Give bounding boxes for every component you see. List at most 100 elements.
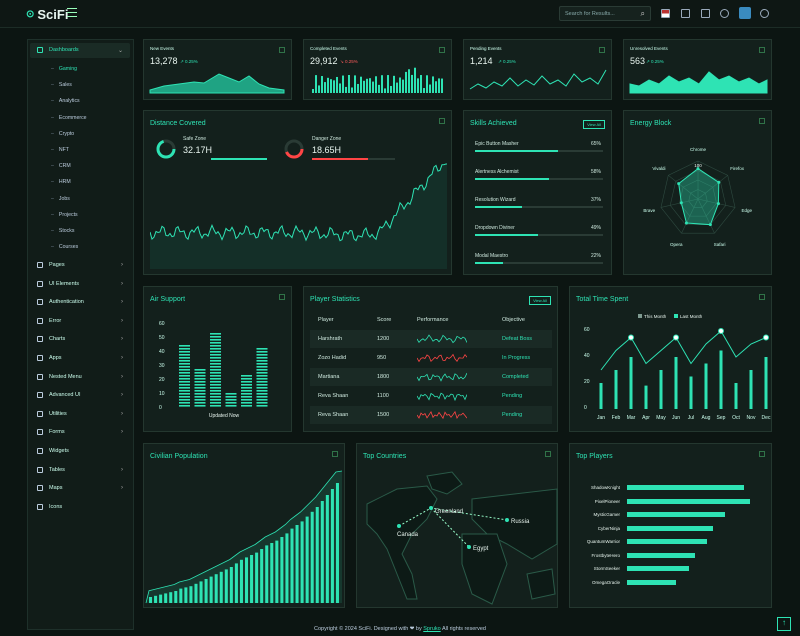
- menu-icon[interactable]: [279, 47, 285, 53]
- time-tick: 40: [584, 353, 590, 359]
- sidebar-sub-ecommerce[interactable]: Ecommerce: [51, 115, 87, 121]
- view-all-button[interactable]: View All: [583, 120, 605, 129]
- skills-card: Skills Achieved View All Epic Button Mas…: [463, 110, 612, 275]
- air-support-card: Air Support 60 50 40 30 20 10 0 Updated Now: [143, 286, 292, 432]
- sidebar-item-authentication[interactable]: Authentication ›: [28, 295, 135, 309]
- time-spent-card: Total Time Spent This Month Last Month 60 4…: [569, 286, 772, 432]
- energy-radar-chart: Chrome Firefox Edge Safari Opera Brave Vivaldi…: [643, 147, 752, 247]
- stat-card-new-events: New Events 13,278 ↗ 0.25%: [143, 39, 292, 100]
- menu-icon[interactable]: [439, 118, 445, 124]
- table-row[interactable]: [310, 406, 552, 424]
- sidebar-sub-crm[interactable]: CRM: [51, 163, 71, 169]
- chevron-right-icon: ›: [121, 317, 123, 324]
- search-input[interactable]: Search for Results... ⌕: [559, 6, 651, 21]
- radar-point: [696, 167, 700, 171]
- cell-name: Reva Shaan: [318, 393, 349, 399]
- menu-toggle-icon[interactable]: [67, 8, 77, 17]
- apps-icon[interactable]: [701, 9, 710, 18]
- card-title: Civilian Population: [150, 453, 208, 460]
- sidebar-sub-stocks[interactable]: Stocks: [51, 228, 75, 234]
- sidebar-item-widgets[interactable]: Widgets: [28, 444, 135, 458]
- card-title: Top Countries: [363, 453, 407, 460]
- sidebar-sub-nft[interactable]: NFT: [51, 147, 69, 153]
- menu-icon[interactable]: [759, 118, 765, 124]
- fullscreen-icon[interactable]: [681, 9, 690, 18]
- menu-icon[interactable]: [545, 451, 551, 457]
- sidebar-sub-projects[interactable]: Projects: [51, 212, 78, 218]
- spark-bar: [387, 75, 389, 93]
- footer-author-link[interactable]: Spruko: [423, 626, 441, 632]
- skill-pct: 22%: [590, 253, 601, 259]
- air-bar-segment: [179, 360, 190, 362]
- menu-icon[interactable]: [332, 451, 338, 457]
- cell-score: 1800: [377, 374, 390, 380]
- radar-label: Edge: [741, 208, 752, 213]
- sidebar-item-forms[interactable]: Forms ›: [28, 425, 135, 439]
- stat-change: ↗ 0.25%: [180, 59, 198, 64]
- avatar[interactable]: [739, 7, 751, 19]
- sidebar-sub-crypto[interactable]: Crypto: [51, 131, 74, 137]
- air-bar-segment: [256, 363, 268, 365]
- theme-icon[interactable]: [720, 9, 729, 18]
- performance-sparkline: [417, 372, 467, 382]
- top-player-name: ShadowKnight: [590, 485, 620, 490]
- menu-icon[interactable]: [759, 294, 765, 300]
- month-label: Nov: [747, 415, 756, 421]
- menu-icon[interactable]: [439, 47, 445, 53]
- spark-bar: [405, 71, 407, 93]
- air-bar-segment: [225, 405, 237, 407]
- footer-suffix: All rights reserved: [441, 626, 486, 632]
- search-icon[interactable]: ⌕: [640, 9, 645, 18]
- sidebar-item-utilities[interactable]: Utilities ›: [28, 407, 135, 421]
- view-all-button[interactable]: View All: [529, 296, 551, 305]
- sidebar-item-error[interactable]: Error ›: [28, 314, 135, 328]
- air-bar-segment: [179, 393, 190, 395]
- sidebar-item-nested-menu[interactable]: Nested Menu ›: [28, 370, 135, 384]
- civil-bar: [260, 549, 264, 603]
- sidebar-sub-jobs[interactable]: Jobs: [51, 196, 70, 202]
- menu-icon[interactable]: [759, 47, 765, 53]
- sidebar-item-tables[interactable]: Tables ›: [28, 463, 135, 477]
- time-line: [600, 330, 767, 371]
- sidebar-sub-gaming[interactable]: Gaming: [51, 66, 77, 72]
- air-bar-segment: [179, 375, 190, 377]
- sidebar-item-pages[interactable]: Pages ›: [28, 258, 135, 272]
- flag-icon[interactable]: [661, 9, 670, 18]
- gear-icon[interactable]: [760, 9, 769, 18]
- sidebar-item-maps[interactable]: Maps ›: [28, 481, 135, 495]
- sidebar-item-apps[interactable]: Apps ›: [28, 351, 135, 365]
- time-bar: [629, 357, 633, 409]
- sidebar: Dashboards ⌄ Gaming Sales Analytics Ecommerc…: [27, 39, 134, 630]
- nav-icon: [37, 373, 43, 380]
- stat-card-completed-events: Completed Events 29,912 ↘ 0.25%: [303, 39, 452, 100]
- sidebar-item-ui-elements[interactable]: UI Elements ›: [28, 277, 135, 291]
- sidebar-item-icons[interactable]: Icons: [28, 500, 135, 514]
- sidebar-item-charts[interactable]: Charts ›: [28, 332, 135, 346]
- air-bar-segment: [241, 387, 252, 389]
- sidebar-item-advanced-ui[interactable]: Advanced UI ›: [28, 388, 135, 402]
- menu-icon[interactable]: [279, 294, 285, 300]
- table-row[interactable]: [310, 368, 552, 386]
- sidebar-sub-courses[interactable]: Courses: [51, 244, 78, 250]
- sidebar-item-label: Dashboards: [49, 47, 79, 53]
- civil-bar: [234, 563, 238, 603]
- menu-icon[interactable]: [759, 451, 765, 457]
- spark-bar: [414, 67, 416, 93]
- radar-axis: [668, 175, 699, 200]
- stat-title: Completed Events: [310, 46, 347, 51]
- sidebar-item-dashboards[interactable]: Dashboards ⌄: [28, 43, 135, 57]
- cell-score: 950: [377, 355, 387, 361]
- table-row[interactable]: [310, 330, 552, 348]
- menu-icon[interactable]: [599, 47, 605, 53]
- month-label: Mar: [627, 415, 636, 421]
- sidebar-sub-sales[interactable]: Sales: [51, 82, 72, 88]
- spark-bar: [411, 74, 413, 93]
- scroll-top-button[interactable]: ↑: [777, 617, 791, 631]
- danger-value: 18.65H: [312, 145, 342, 155]
- sidebar-sub-analytics[interactable]: Analytics: [51, 98, 80, 104]
- spark-bar: [423, 88, 425, 93]
- brand-logo[interactable]: ⊙ SciFi: [26, 7, 68, 22]
- air-bar-segment: [241, 399, 252, 401]
- time-bar: [644, 385, 648, 409]
- sidebar-sub-hrm[interactable]: HRM: [51, 179, 71, 185]
